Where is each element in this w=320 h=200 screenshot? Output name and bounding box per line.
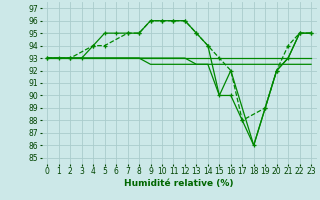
X-axis label: Humidité relative (%): Humidité relative (%) — [124, 179, 234, 188]
